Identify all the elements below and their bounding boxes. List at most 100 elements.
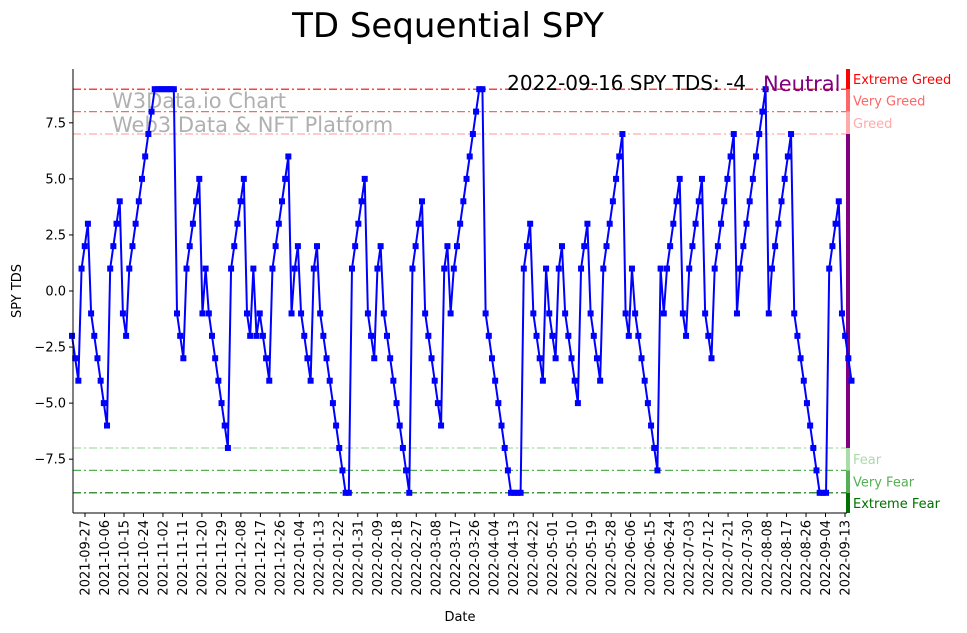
- data-point: [154, 86, 161, 93]
- data-point: [737, 265, 744, 272]
- data-point: [329, 400, 336, 407]
- data-point: [788, 131, 795, 138]
- zone-label-greed: Greed: [853, 117, 892, 132]
- data-point: [368, 332, 375, 339]
- data-point: [628, 265, 635, 272]
- data-point: [348, 265, 355, 272]
- data-point: [775, 220, 782, 227]
- data-point: [848, 377, 855, 384]
- data-point: [800, 377, 807, 384]
- data-point: [409, 265, 416, 272]
- data-point: [205, 310, 212, 317]
- data-point: [110, 243, 117, 250]
- data-point: [377, 243, 384, 250]
- zone-bar-neutral: [846, 134, 850, 448]
- data-point: [829, 243, 836, 250]
- data-point: [644, 400, 651, 407]
- data-point: [253, 332, 260, 339]
- data-point: [75, 377, 82, 384]
- data-point: [84, 220, 91, 227]
- data-point: [364, 310, 371, 317]
- zone-bar-greed: [846, 111, 850, 135]
- data-point: [119, 310, 126, 317]
- data-point: [371, 355, 378, 362]
- x-tick-label: 2022-08-17: [780, 520, 795, 596]
- data-point: [749, 175, 756, 182]
- data-point: [565, 332, 572, 339]
- data-point: [638, 355, 645, 362]
- data-point: [148, 108, 155, 115]
- data-point: [412, 243, 419, 250]
- data-point: [158, 86, 165, 93]
- data-point: [390, 377, 397, 384]
- data-point: [648, 422, 655, 429]
- latest-value-annotation: 2022-09-16 SPY TDS: -4: [507, 71, 746, 95]
- data-point: [778, 198, 785, 205]
- zone-bar-extreme-fear: [846, 492, 850, 513]
- x-tick-label: 2022-05-19: [585, 520, 600, 596]
- data-point: [234, 220, 241, 227]
- data-point: [304, 355, 311, 362]
- data-point: [396, 422, 403, 429]
- y-tick-label: 7.5: [45, 116, 66, 131]
- data-point: [291, 265, 298, 272]
- data-point: [215, 377, 222, 384]
- data-point: [352, 243, 359, 250]
- data-point: [434, 400, 441, 407]
- x-tick-label: 2022-01-04: [293, 520, 308, 596]
- data-point: [803, 400, 810, 407]
- data-point: [835, 198, 842, 205]
- data-point: [667, 243, 674, 250]
- data-point: [613, 175, 620, 182]
- data-point: [218, 400, 225, 407]
- data-point: [193, 198, 200, 205]
- data-point: [784, 153, 791, 160]
- data-point: [600, 265, 607, 272]
- data-point: [313, 243, 320, 250]
- data-point: [259, 332, 266, 339]
- x-tick-label: 2022-04-04: [488, 520, 503, 596]
- y-tick-label: 0.0: [45, 285, 66, 300]
- x-tick-label: 2022-03-26: [468, 520, 483, 596]
- data-point: [345, 489, 352, 496]
- data-point: [574, 400, 581, 407]
- x-tick-label: 2021-10-24: [137, 520, 152, 596]
- data-point: [743, 220, 750, 227]
- y-tick-label: −5.0: [34, 397, 66, 412]
- data-point: [606, 220, 613, 227]
- x-tick-label: 2021-11-02: [156, 520, 171, 596]
- data-point: [816, 489, 823, 496]
- data-point: [616, 153, 623, 160]
- data-point: [781, 175, 788, 182]
- y-tick-label: −2.5: [34, 341, 66, 356]
- data-point: [361, 175, 368, 182]
- data-point: [845, 355, 852, 362]
- data-point: [415, 220, 422, 227]
- data-point: [842, 332, 849, 339]
- data-point: [813, 467, 820, 474]
- x-tick-label: 2022-07-21: [722, 520, 737, 596]
- data-point: [355, 220, 362, 227]
- data-point: [632, 310, 639, 317]
- x-tick-label: 2022-06-15: [644, 520, 659, 596]
- data-point: [501, 444, 508, 451]
- data-point: [380, 310, 387, 317]
- data-point: [488, 355, 495, 362]
- data-point: [180, 355, 187, 362]
- data-point: [310, 265, 317, 272]
- data-point: [663, 265, 670, 272]
- data-point: [339, 467, 346, 474]
- data-point: [692, 220, 699, 227]
- data-point: [527, 220, 534, 227]
- data-point: [460, 198, 467, 205]
- zone-bar-very-fear: [846, 470, 850, 493]
- data-point: [469, 131, 476, 138]
- x-tick-label: 2021-12-26: [273, 520, 288, 596]
- data-point: [256, 310, 263, 317]
- data-point: [641, 377, 648, 384]
- data-point: [78, 265, 85, 272]
- data-point: [514, 489, 521, 496]
- data-point: [543, 265, 550, 272]
- data-point: [418, 198, 425, 205]
- data-point: [170, 86, 177, 93]
